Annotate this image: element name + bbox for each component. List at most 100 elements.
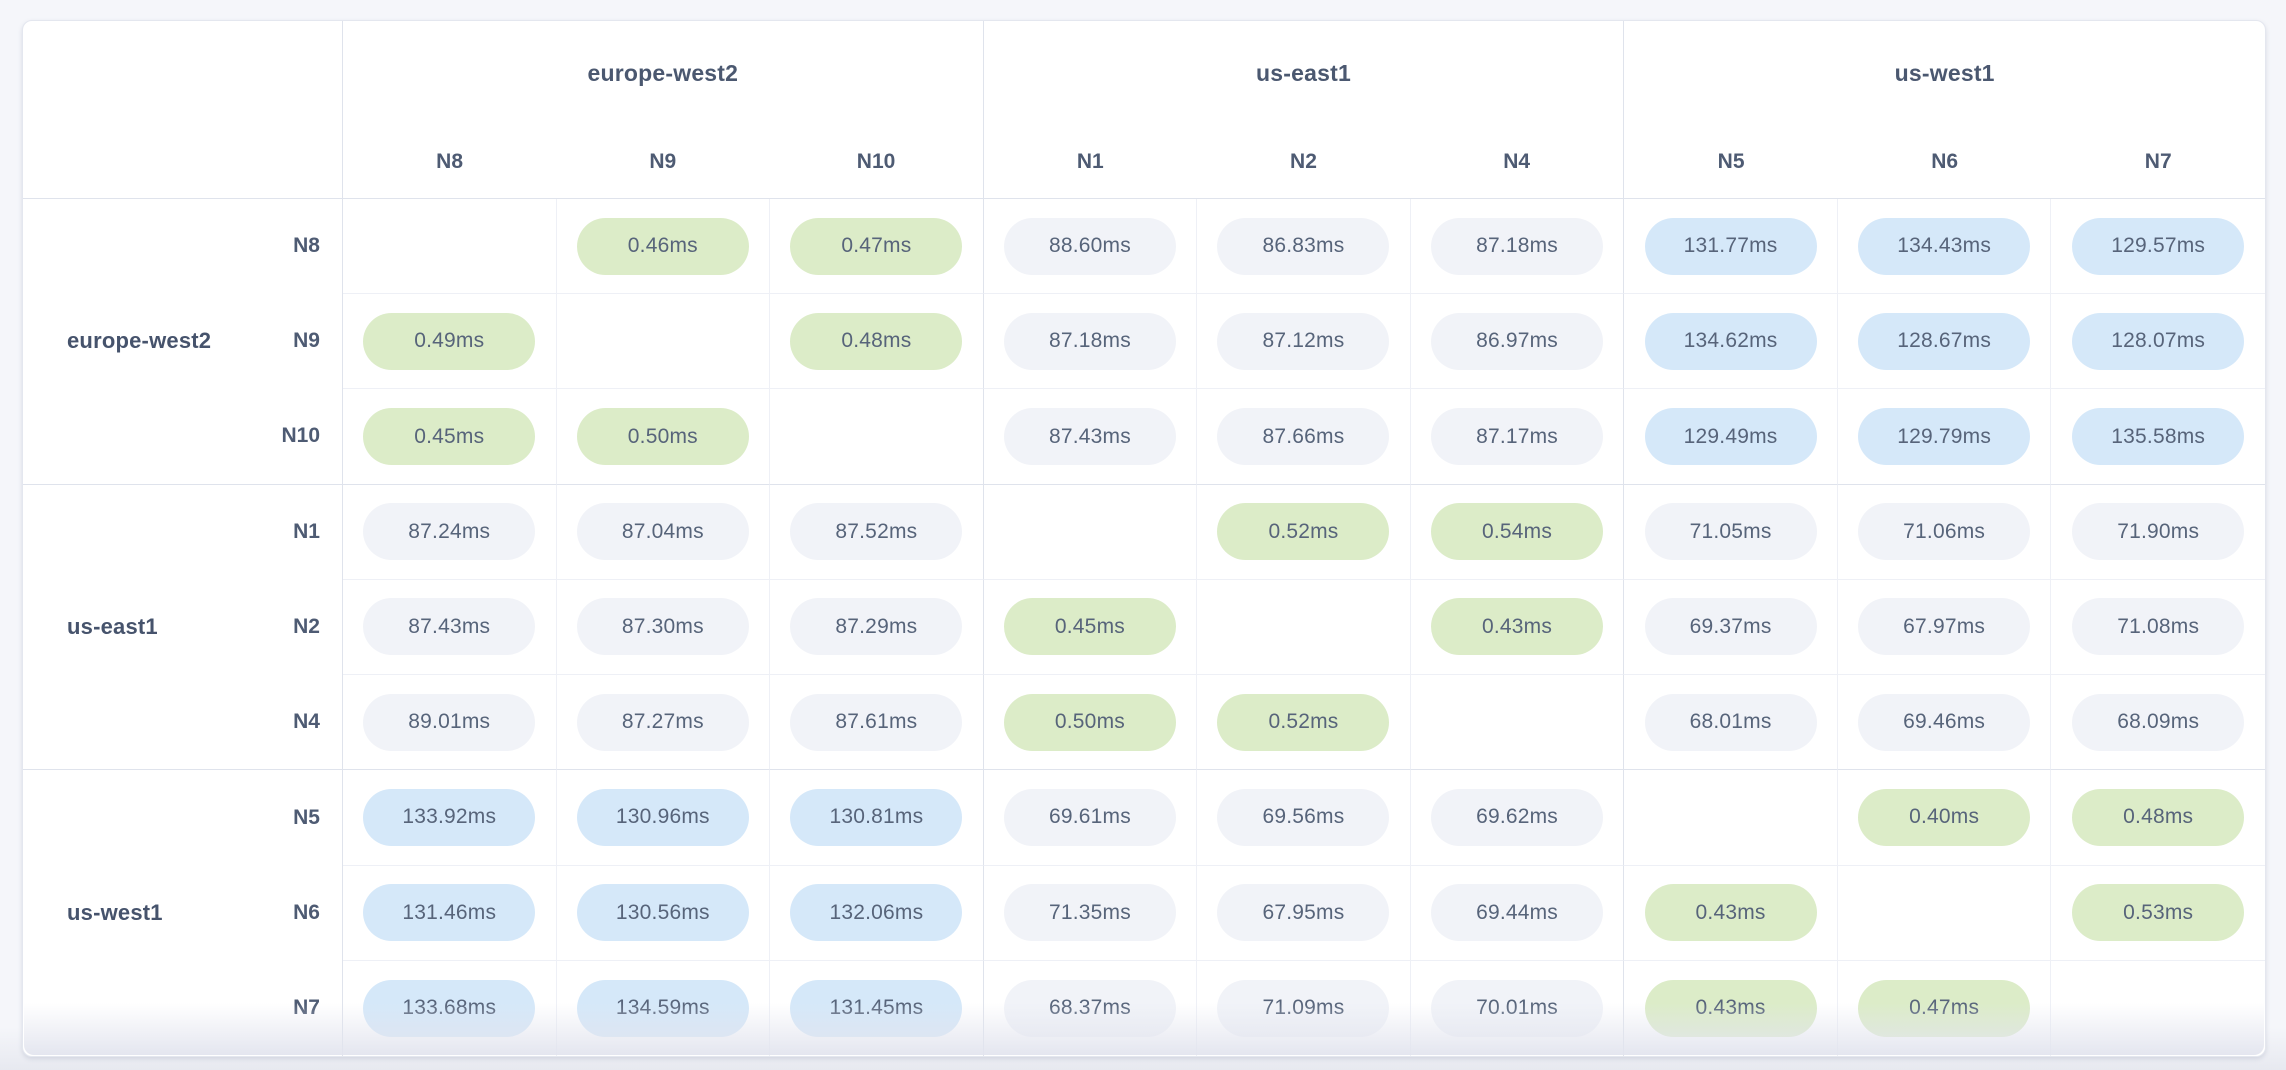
latency-pill[interactable]: 129.57ms xyxy=(2072,217,2245,275)
latency-pill[interactable]: 0.48ms xyxy=(2072,788,2245,846)
latency-pill[interactable]: 0.45ms xyxy=(1003,598,1176,656)
latency-cell xyxy=(983,484,1198,580)
latency-pill[interactable]: 87.43ms xyxy=(363,598,536,656)
latency-pill[interactable]: 70.01ms xyxy=(1431,979,1604,1037)
latency-pill[interactable]: 130.56ms xyxy=(576,884,749,942)
latency-pill[interactable]: 67.95ms xyxy=(1217,884,1390,942)
latency-matrix-grid: europe-west2 N8 N9 N10 us-east1 N1 N2 N4 us-west… xyxy=(23,21,2265,1056)
latency-pill[interactable]: 0.50ms xyxy=(576,408,749,466)
latency-pill[interactable]: 87.30ms xyxy=(576,598,749,656)
latency-pill[interactable]: 0.53ms xyxy=(2072,884,2245,942)
latency-pill[interactable]: 69.44ms xyxy=(1431,884,1604,942)
latency-cell: 68.37ms xyxy=(983,960,1198,1056)
column-region-title: us-west1 xyxy=(1894,60,1995,86)
latency-pill[interactable]: 133.92ms xyxy=(363,788,536,846)
latency-cell: 68.09ms xyxy=(2051,675,2265,771)
latency-pill[interactable]: 89.01ms xyxy=(363,693,536,751)
latency-cell: 132.06ms xyxy=(770,865,984,961)
latency-pill[interactable]: 86.97ms xyxy=(1431,312,1604,370)
latency-pill[interactable]: 0.54ms xyxy=(1431,503,1604,561)
latency-pill[interactable]: 0.46ms xyxy=(576,217,749,275)
latency-pill[interactable]: 0.43ms xyxy=(1644,884,1817,942)
latency-pill[interactable]: 131.77ms xyxy=(1644,217,1817,275)
latency-pill[interactable]: 69.56ms xyxy=(1217,788,1390,846)
latency-pill[interactable]: 68.37ms xyxy=(1003,979,1176,1037)
latency-pill[interactable]: 130.96ms xyxy=(576,788,749,846)
latency-pill[interactable]: 131.45ms xyxy=(790,979,963,1037)
latency-pill[interactable]: 87.43ms xyxy=(1003,408,1176,466)
latency-pill[interactable]: 128.67ms xyxy=(1858,312,2031,370)
latency-pill[interactable]: 130.81ms xyxy=(790,788,963,846)
latency-pill[interactable]: 68.09ms xyxy=(2072,693,2245,751)
latency-pill[interactable]: 87.18ms xyxy=(1431,217,1604,275)
latency-pill[interactable]: 0.47ms xyxy=(790,217,963,275)
latency-pill[interactable]: 71.05ms xyxy=(1644,503,1817,561)
latency-pill[interactable]: 71.35ms xyxy=(1003,884,1176,942)
latency-pill[interactable]: 134.62ms xyxy=(1644,312,1817,370)
latency-cell: 87.30ms xyxy=(556,579,771,676)
latency-cell: 0.45ms xyxy=(983,579,1198,676)
latency-pill[interactable]: 133.68ms xyxy=(363,979,536,1037)
latency-pill[interactable]: 86.83ms xyxy=(1217,217,1390,275)
node-row-label: N2 xyxy=(293,614,320,638)
latency-pill[interactable]: 131.46ms xyxy=(363,884,536,942)
latency-pill[interactable]: 134.59ms xyxy=(576,979,749,1037)
corner-cell xyxy=(23,21,343,199)
latency-cell: 87.18ms xyxy=(983,294,1198,390)
latency-cell: 131.45ms xyxy=(770,960,984,1056)
latency-pill[interactable]: 0.49ms xyxy=(363,312,536,370)
latency-cell: 0.48ms xyxy=(770,294,984,390)
latency-pill[interactable]: 129.79ms xyxy=(1858,408,2031,466)
latency-cell: 0.45ms xyxy=(343,389,557,485)
latency-pill[interactable]: 69.46ms xyxy=(1858,693,2031,751)
node-column-label: N8 xyxy=(436,150,464,173)
latency-pill[interactable]: 69.37ms xyxy=(1644,598,1817,656)
latency-pill[interactable]: 68.01ms xyxy=(1644,693,1817,751)
latency-cell: 69.62ms xyxy=(1410,770,1625,866)
latency-pill[interactable]: 87.04ms xyxy=(576,503,749,561)
latency-cell: 87.29ms xyxy=(770,579,984,676)
latency-pill[interactable]: 71.09ms xyxy=(1217,979,1390,1037)
latency-pill[interactable]: 0.52ms xyxy=(1217,503,1390,561)
latency-cell: 0.52ms xyxy=(1197,675,1411,771)
latency-cell: 71.06ms xyxy=(1837,484,2052,580)
latency-pill[interactable]: 128.07ms xyxy=(2072,312,2245,370)
latency-pill[interactable]: 134.43ms xyxy=(1858,217,2031,275)
latency-pill[interactable]: 87.52ms xyxy=(790,503,963,561)
latency-pill[interactable]: 129.49ms xyxy=(1644,408,1817,466)
latency-pill[interactable]: 87.17ms xyxy=(1431,408,1604,466)
latency-pill[interactable]: 87.66ms xyxy=(1217,408,1390,466)
latency-cell: 71.35ms xyxy=(983,865,1198,961)
latency-pill[interactable]: 88.60ms xyxy=(1003,217,1176,275)
latency-pill[interactable]: 71.90ms xyxy=(2072,503,2245,561)
latency-pill[interactable]: 0.50ms xyxy=(1003,693,1176,751)
latency-pill[interactable]: 0.52ms xyxy=(1217,693,1390,751)
latency-pill[interactable]: 132.06ms xyxy=(790,884,963,942)
latency-cell: 0.50ms xyxy=(983,675,1198,771)
latency-pill[interactable]: 87.24ms xyxy=(363,503,536,561)
latency-pill[interactable]: 0.43ms xyxy=(1644,979,1817,1037)
latency-pill[interactable]: 87.29ms xyxy=(790,598,963,656)
latency-pill[interactable]: 87.18ms xyxy=(1003,312,1176,370)
latency-pill[interactable]: 67.97ms xyxy=(1858,598,2031,656)
latency-pill[interactable]: 87.27ms xyxy=(576,693,749,751)
latency-cell xyxy=(556,294,771,390)
latency-pill[interactable]: 71.08ms xyxy=(2072,598,2245,656)
latency-pill[interactable]: 0.40ms xyxy=(1858,788,2031,846)
latency-cell: 128.07ms xyxy=(2051,294,2265,390)
latency-pill[interactable]: 0.43ms xyxy=(1431,598,1604,656)
latency-cell: 0.47ms xyxy=(770,199,984,295)
latency-cell: 0.49ms xyxy=(343,294,557,390)
latency-cell: 87.18ms xyxy=(1410,199,1625,295)
latency-pill[interactable]: 69.61ms xyxy=(1003,788,1176,846)
latency-pill[interactable]: 0.48ms xyxy=(790,312,963,370)
latency-cell: 128.67ms xyxy=(1837,294,2052,390)
latency-pill[interactable]: 87.61ms xyxy=(790,693,963,751)
latency-cell: 87.12ms xyxy=(1197,294,1411,390)
latency-pill[interactable]: 0.47ms xyxy=(1858,979,2031,1037)
latency-pill[interactable]: 87.12ms xyxy=(1217,312,1390,370)
latency-pill[interactable]: 71.06ms xyxy=(1858,503,2031,561)
latency-pill[interactable]: 69.62ms xyxy=(1431,788,1604,846)
latency-pill[interactable]: 0.45ms xyxy=(363,408,536,466)
latency-pill[interactable]: 135.58ms xyxy=(2072,408,2245,466)
